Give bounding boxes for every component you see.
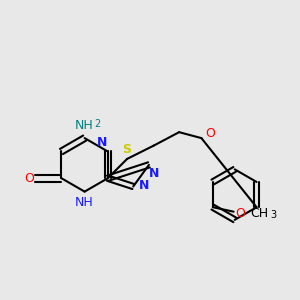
Text: N: N [138, 178, 149, 191]
Text: CH: CH [250, 207, 268, 220]
Text: NH: NH [75, 196, 94, 209]
Text: N: N [97, 136, 108, 149]
Text: N: N [149, 167, 160, 180]
Text: S: S [123, 143, 132, 156]
Text: O: O [205, 127, 215, 140]
Text: NH: NH [75, 119, 94, 132]
Text: O: O [235, 207, 245, 220]
Text: 3: 3 [271, 210, 277, 220]
Text: 2: 2 [94, 119, 100, 129]
Text: O: O [24, 172, 34, 185]
